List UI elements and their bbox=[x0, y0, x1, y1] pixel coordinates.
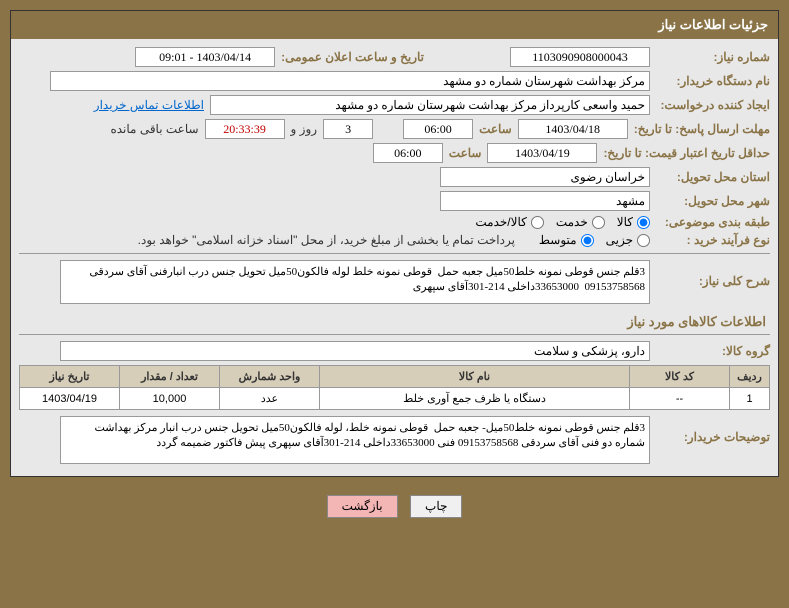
radio-small[interactable]: جزیی bbox=[606, 233, 650, 247]
province-label: استان محل تحویل: bbox=[650, 170, 770, 184]
announce-input[interactable] bbox=[135, 47, 275, 67]
creator-input[interactable] bbox=[210, 95, 650, 115]
deadline-date-input[interactable] bbox=[518, 119, 628, 139]
days-label: روز و bbox=[285, 122, 324, 136]
days-input[interactable] bbox=[323, 119, 373, 139]
goods-subheader: اطلاعات کالاهای مورد نیاز bbox=[19, 308, 770, 335]
countdown-input bbox=[205, 119, 285, 139]
print-button[interactable]: چاپ bbox=[410, 495, 462, 518]
payment-note: پرداخت تمام یا بخشی از مبلغ خرید، از محل… bbox=[138, 233, 519, 247]
panel-header: جزئیات اطلاعات نیاز bbox=[11, 11, 778, 39]
th-date: تاریخ نیاز bbox=[20, 366, 120, 388]
th-unit: واحد شمارش bbox=[220, 366, 320, 388]
radio-both[interactable]: کالا/خدمت bbox=[475, 215, 543, 229]
announce-label: تاریخ و ساعت اعلان عمومی: bbox=[275, 50, 430, 64]
buyer-label: نام دستگاه خریدار: bbox=[650, 74, 770, 88]
city-input[interactable] bbox=[440, 191, 650, 211]
need-number-input[interactable] bbox=[510, 47, 650, 67]
radio-service[interactable]: خدمت bbox=[556, 215, 605, 229]
th-name: نام کالا bbox=[320, 366, 630, 388]
buyer-notes-textarea[interactable] bbox=[60, 416, 650, 464]
city-label: شهر محل تحویل: bbox=[650, 194, 770, 208]
contact-link[interactable]: اطلاعات تماس خریدار bbox=[88, 98, 210, 112]
back-button[interactable]: بازگشت bbox=[327, 495, 398, 518]
validity-label: حداقل تاریخ اعتبار قیمت: تا تاریخ: bbox=[597, 146, 770, 160]
deadline-label: مهلت ارسال پاسخ: تا تاریخ: bbox=[628, 122, 770, 136]
buyer-input[interactable] bbox=[50, 71, 650, 91]
th-qty: تعداد / مقدار bbox=[120, 366, 220, 388]
validity-date-input[interactable] bbox=[487, 143, 597, 163]
description-label: شرح کلی نیاز: bbox=[650, 260, 770, 288]
province-input[interactable] bbox=[440, 167, 650, 187]
group-label: گروه کالا: bbox=[650, 344, 770, 358]
deadline-time-input[interactable] bbox=[403, 119, 473, 139]
buyer-notes-label: توضیحات خریدار: bbox=[650, 416, 770, 444]
radio-medium[interactable]: متوسط bbox=[539, 233, 594, 247]
need-number-label: شماره نیاز: bbox=[650, 50, 770, 64]
th-code: کد کالا bbox=[630, 366, 730, 388]
validity-time-input[interactable] bbox=[373, 143, 443, 163]
time-label-2: ساعت bbox=[443, 146, 488, 160]
th-row: ردیف bbox=[730, 366, 770, 388]
time-label-1: ساعت bbox=[473, 122, 518, 136]
radio-goods[interactable]: کالا bbox=[617, 215, 650, 229]
creator-label: ایجاد کننده درخواست: bbox=[650, 98, 770, 112]
group-input[interactable] bbox=[60, 341, 650, 361]
table-row: 1--دستگاه یا ظرف جمع آوری خلطعدد10,00014… bbox=[20, 388, 770, 410]
goods-table: ردیف کد کالا نام کالا واحد شمارش تعداد /… bbox=[19, 365, 770, 410]
remaining-label: ساعت باقی مانده bbox=[104, 122, 204, 136]
purchase-type-label: نوع فرآیند خرید : bbox=[650, 233, 770, 247]
description-textarea[interactable] bbox=[60, 260, 650, 304]
category-label: طبقه بندی موضوعی: bbox=[650, 215, 770, 229]
